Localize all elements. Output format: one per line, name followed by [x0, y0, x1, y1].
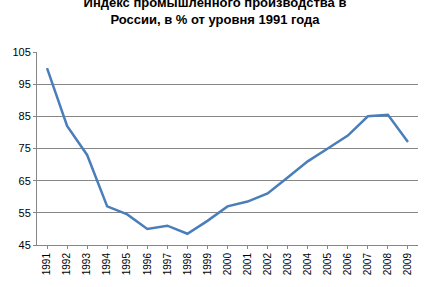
svg-text:2000: 2000	[222, 253, 233, 276]
svg-text:75: 75	[19, 142, 31, 154]
svg-text:2001: 2001	[242, 253, 253, 276]
svg-text:45: 45	[19, 239, 31, 251]
svg-text:2005: 2005	[322, 253, 333, 276]
svg-text:2009: 2009	[402, 253, 413, 276]
svg-text:1994: 1994	[101, 253, 112, 276]
svg-text:2008: 2008	[382, 253, 393, 276]
svg-text:Индекс промышленного производс: Индекс промышленного производства вРосси…	[84, 0, 347, 27]
svg-text:2006: 2006	[342, 253, 353, 276]
svg-text:2003: 2003	[282, 253, 293, 276]
svg-text:105: 105	[12, 46, 30, 58]
svg-text:85: 85	[19, 110, 31, 122]
svg-text:1996: 1996	[142, 253, 153, 276]
svg-text:1997: 1997	[162, 253, 173, 276]
svg-text:55: 55	[19, 207, 31, 219]
svg-text:1999: 1999	[202, 253, 213, 276]
svg-text:1995: 1995	[121, 253, 132, 276]
svg-text:2002: 2002	[262, 253, 273, 276]
svg-text:65: 65	[19, 175, 31, 187]
svg-text:1992: 1992	[61, 253, 72, 276]
svg-text:1998: 1998	[182, 253, 193, 276]
svg-text:1993: 1993	[81, 253, 92, 276]
svg-text:95: 95	[19, 78, 31, 90]
svg-text:1991: 1991	[41, 253, 52, 276]
svg-text:2004: 2004	[302, 253, 313, 276]
svg-text:2007: 2007	[362, 253, 373, 276]
